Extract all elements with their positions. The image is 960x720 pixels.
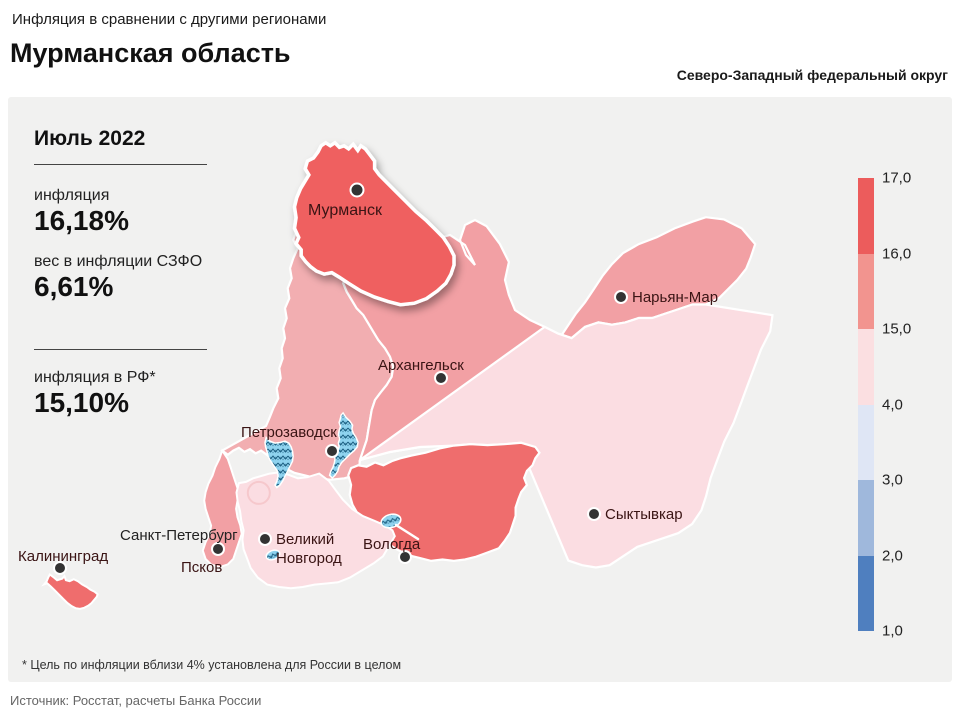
svg-text:Архангельск: Архангельск [378, 357, 464, 374]
svg-text:Псков: Псков [181, 559, 222, 576]
svg-text:Великий: Великий [276, 531, 334, 548]
svg-text:Новгород: Новгород [276, 550, 342, 567]
svg-text:Вологда: Вологда [363, 536, 421, 553]
svg-text:Санкт-Петербург: Санкт-Петербург [120, 527, 238, 544]
svg-text:Петрозаводск: Петрозаводск [241, 424, 337, 441]
svg-text:Мурманск: Мурманск [308, 202, 383, 219]
svg-text:Сыктывкар: Сыктывкар [605, 506, 683, 523]
svg-text:Нарьян-Мар: Нарьян-Мар [632, 289, 718, 306]
svg-text:Калининград: Калининград [18, 548, 108, 565]
